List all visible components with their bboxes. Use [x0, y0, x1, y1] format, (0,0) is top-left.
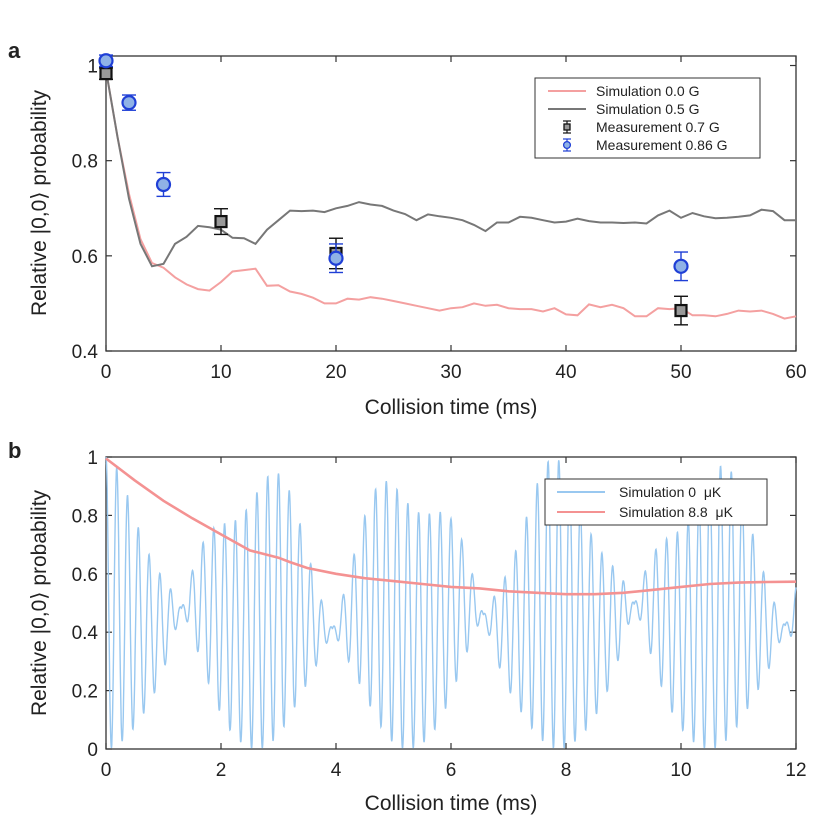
- y-tick-label-b-4: 0.8: [72, 506, 98, 527]
- legend-a-swatch-3: [562, 138, 572, 152]
- x-tick-label-a-0: 0: [101, 362, 112, 383]
- series-markers-a: [98, 53, 689, 326]
- legend-b-box: [544, 478, 768, 526]
- y-tick-label-b-2: 0.4: [72, 623, 99, 644]
- x-axis-label-a: Collision time (ms): [365, 396, 538, 419]
- y-tick-label-a-3: 1: [87, 57, 98, 78]
- y-tick-label-b-3: 0.6: [72, 565, 98, 586]
- legend-b-label-1: Simulation 8.8 μK: [619, 504, 734, 520]
- panel-label-a: a: [8, 38, 21, 63]
- series-line-simulation-8-8-uk: [105, 457, 797, 596]
- data-point-square-3: [674, 295, 688, 326]
- legend-a-label-3: Measurement 0.86 G: [596, 137, 728, 153]
- x-tick-label-b-6: 12: [785, 760, 806, 781]
- legend-a-label-2: Measurement 0.7 G: [596, 119, 720, 135]
- y-tick-label-a-1: 0.6: [72, 247, 98, 268]
- series-layer-b: [105, 456, 797, 749]
- data-point-square-0: [99, 67, 113, 81]
- x-tick-label-b-2: 4: [331, 760, 342, 781]
- axes-b-ticks: 0 2 4 6 8 10 12 0 0.2 0.4 0.6 0.8 1: [72, 448, 807, 781]
- panel-b: b 0 2 4 6 8 10 12 0 0.2 0.4 0.6 0.8 1 Collision time…: [8, 438, 807, 815]
- data-point-circle-4: [673, 251, 689, 282]
- x-tick-label-b-0: 0: [101, 760, 112, 781]
- x-tick-label-b-4: 8: [561, 760, 572, 781]
- legend-a: Simulation 0.0 G Simulation 0.5 G Measur…: [534, 77, 761, 159]
- legend-a-label-0: Simulation 0.0 G: [596, 83, 700, 99]
- y-tick-label-a-2: 0.8: [72, 152, 98, 173]
- y-axis-label-a: Relative |0,0⟩ probability: [28, 89, 51, 316]
- data-point-circle-1: [121, 94, 137, 111]
- x-tick-label-a-5: 50: [670, 362, 691, 383]
- x-tick-label-b-3: 6: [446, 760, 457, 781]
- panel-a: a 0 10 20 30 40 50 60 0.4 0.6 0.8 1 Collision time…: [8, 38, 807, 419]
- x-tick-label-a-4: 40: [555, 362, 576, 383]
- x-tick-label-a-3: 30: [440, 362, 461, 383]
- series-line-simulation-0-uk: [105, 456, 797, 749]
- x-axis-label-b: Collision time (ms): [365, 792, 538, 815]
- y-tick-label-a-0: 0.4: [72, 342, 99, 363]
- panel-label-b: b: [8, 438, 21, 463]
- legend-b: Simulation 0 μK Simulation 8.8 μK: [544, 478, 768, 526]
- x-tick-label-a-2: 20: [325, 362, 346, 383]
- axes-a-ticks: 0 10 20 30 40 50 60 0.4 0.6 0.8 1: [72, 56, 807, 383]
- data-point-circle-0: [98, 53, 114, 69]
- y-tick-label-b-5: 1: [87, 448, 98, 469]
- y-tick-label-b-0: 0: [87, 740, 98, 761]
- data-point-square-1: [214, 208, 228, 236]
- data-point-circle-2: [155, 171, 172, 198]
- legend-a-label-1: Simulation 0.5 G: [596, 101, 700, 117]
- legend-b-label-0: Simulation 0 μK: [619, 484, 722, 500]
- legend-a-swatch-2: [563, 120, 571, 134]
- x-tick-label-a-1: 10: [210, 362, 231, 383]
- data-point-circle-3: [328, 243, 344, 274]
- y-axis-label-b: Relative |0,0⟩ probability: [28, 489, 51, 716]
- x-tick-label-b-1: 2: [216, 760, 227, 781]
- x-tick-label-a-6: 60: [785, 362, 806, 383]
- y-tick-label-b-1: 0.2: [72, 682, 98, 703]
- x-tick-label-b-5: 10: [670, 760, 691, 781]
